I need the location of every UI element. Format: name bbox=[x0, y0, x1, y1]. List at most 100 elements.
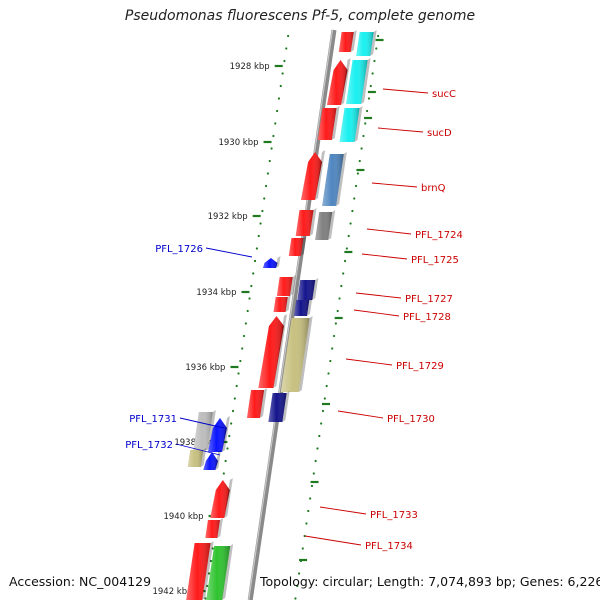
scale-dot bbox=[257, 234, 260, 238]
scale-dot bbox=[222, 472, 225, 475]
gene-side bbox=[312, 278, 319, 300]
scale-dot bbox=[268, 159, 271, 163]
gene-PFL_1728 bbox=[273, 295, 291, 312]
kbp-tick-label: 1930 kbp bbox=[218, 138, 258, 148]
gene-labels: sucC sucD brnQ PFL_1724 PFL_1725 PFL_1727 PFL_… bbox=[125, 88, 463, 552]
gene-PFL_1729-khaki bbox=[280, 316, 313, 392]
gene-side bbox=[350, 30, 357, 52]
backbone-line bbox=[247, 29, 337, 600]
scale-dot bbox=[336, 309, 339, 313]
gene-side bbox=[340, 58, 351, 105]
gene-side bbox=[224, 478, 233, 518]
gene-side bbox=[298, 316, 313, 392]
scale-dot bbox=[365, 109, 369, 113]
label-leader bbox=[382, 88, 429, 94]
gene-PFL_1733 bbox=[210, 478, 233, 518]
gene-label-PFL_1734[interactable]: PFL_1734 bbox=[365, 541, 413, 552]
scale-dot bbox=[264, 184, 268, 188]
gene-side bbox=[309, 208, 317, 236]
scale-dot bbox=[362, 134, 365, 138]
gene-shading bbox=[268, 393, 287, 422]
scale-dot bbox=[209, 559, 213, 563]
label-leader bbox=[319, 506, 367, 515]
scale-dot bbox=[320, 422, 323, 425]
scale-dot bbox=[261, 209, 264, 213]
gene-shading bbox=[288, 238, 304, 256]
scale-dot bbox=[321, 409, 325, 413]
scale-dot bbox=[253, 259, 257, 263]
gene-label-PFL_1729[interactable]: PFL_1729 bbox=[396, 361, 444, 372]
gene-label-PFL_1733[interactable]: PFL_1733 bbox=[370, 510, 418, 521]
gene-shading bbox=[338, 32, 354, 52]
gene-shading bbox=[205, 520, 220, 538]
gene-shading bbox=[206, 546, 231, 600]
scale-dot bbox=[224, 459, 227, 463]
gene-shading bbox=[326, 60, 348, 105]
gene-label-PFL_1731[interactable]: PFL_1731 bbox=[129, 414, 177, 425]
gene-shading bbox=[276, 277, 293, 296]
gene-PFL_1732 bbox=[187, 448, 207, 467]
scale-dot bbox=[349, 222, 352, 225]
label-leader bbox=[304, 535, 362, 546]
gene-label-sucC[interactable]: sucC bbox=[432, 89, 456, 100]
gene-label-PFL_1726[interactable]: PFL_1726 bbox=[155, 244, 203, 255]
gene-shading bbox=[339, 108, 360, 142]
scale-dot bbox=[325, 384, 328, 388]
gene-shading bbox=[263, 258, 278, 268]
label-leader bbox=[175, 443, 221, 456]
scale-dot bbox=[296, 584, 299, 588]
scale-dot bbox=[263, 197, 266, 200]
scale-dot bbox=[301, 547, 304, 550]
gene-side bbox=[315, 150, 326, 200]
scale-dot bbox=[354, 184, 358, 188]
scale-dot bbox=[369, 84, 372, 88]
gene-last-green bbox=[206, 544, 234, 600]
gene-sucC-cyan bbox=[346, 58, 371, 104]
gene-label-sucD[interactable]: sucD bbox=[427, 128, 452, 139]
backbone-highlight bbox=[248, 29, 334, 600]
gene-shading bbox=[315, 212, 333, 240]
gene-PFL_1725 bbox=[288, 236, 307, 256]
scale-dot bbox=[338, 297, 341, 300]
scale-dot bbox=[329, 359, 332, 363]
scale-dot bbox=[298, 572, 301, 575]
gene-shading bbox=[193, 412, 213, 450]
gene-label-PFL_1730[interactable]: PFL_1730 bbox=[387, 414, 435, 425]
gene-PFL_1731 bbox=[193, 410, 216, 450]
scale-dot bbox=[310, 484, 314, 488]
scale-dot bbox=[226, 447, 229, 450]
gene-shading bbox=[207, 418, 227, 452]
label-leader bbox=[345, 358, 393, 366]
label-leader bbox=[205, 247, 253, 258]
label-leader bbox=[353, 309, 400, 317]
gene-side bbox=[306, 298, 313, 316]
kbp-tick-label: 1928 kbp bbox=[230, 62, 270, 72]
gene-side bbox=[331, 106, 340, 140]
scale-dot bbox=[272, 134, 275, 138]
gene-side bbox=[221, 416, 230, 452]
gene-label-PFL_1732[interactable]: PFL_1732 bbox=[125, 440, 173, 451]
gene-label-PFL_1724[interactable]: PFL_1724 bbox=[415, 230, 463, 241]
scale-dot bbox=[375, 47, 378, 50]
gene-side bbox=[336, 152, 347, 206]
label-leader bbox=[371, 182, 418, 188]
gene-label-PFL_1727[interactable]: PFL_1727 bbox=[405, 294, 453, 305]
gene-label-brnQ[interactable]: brnQ bbox=[421, 183, 446, 194]
gene-shading bbox=[186, 543, 211, 600]
gene-shading bbox=[295, 210, 314, 236]
gene-PFL_1727 bbox=[276, 275, 296, 296]
scale-dot bbox=[377, 34, 380, 38]
gene-label-PFL_1728[interactable]: PFL_1728 bbox=[403, 312, 451, 323]
gene-PFL_1724-gray bbox=[315, 210, 336, 240]
scale-dot bbox=[351, 209, 354, 213]
gene-PFL_1730 bbox=[246, 388, 268, 418]
gene-label-PFL_1725[interactable]: PFL_1725 bbox=[411, 255, 459, 266]
scale-dot bbox=[244, 322, 247, 325]
kbp-tick-label: 1940 kbp bbox=[163, 512, 203, 522]
gene-brnQ bbox=[301, 150, 326, 200]
scale-dot bbox=[309, 497, 312, 500]
scale-dot bbox=[343, 259, 347, 263]
scale-dot bbox=[303, 534, 306, 538]
label-leader bbox=[179, 417, 225, 429]
